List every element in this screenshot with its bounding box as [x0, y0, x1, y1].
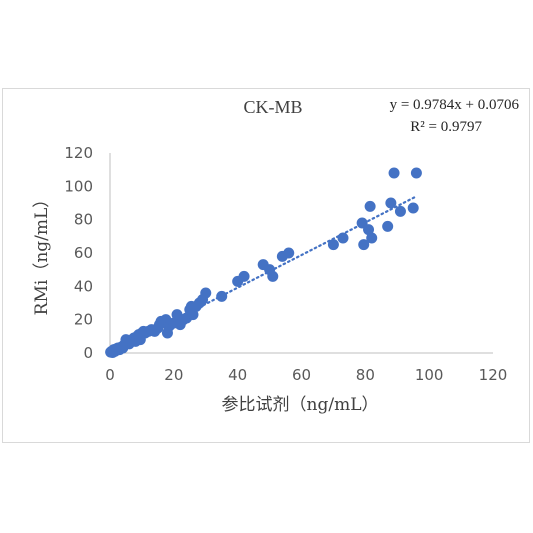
data-point [366, 232, 378, 244]
data-point [238, 270, 250, 282]
trendline-r-squared: R² = 0.9797 [410, 119, 482, 135]
y-axis-label: RMi（ng/mL） [32, 191, 52, 316]
data-point [394, 205, 406, 217]
x-tick-label: 40 [228, 366, 247, 384]
y-tick-label: 60 [74, 244, 93, 262]
y-tick-label: 80 [74, 211, 93, 229]
x-tick-label: 20 [164, 366, 183, 384]
x-tick-label: 100 [415, 366, 444, 384]
data-point [200, 287, 212, 299]
x-axis-label: 参比试剂（ng/mL） [222, 395, 379, 415]
y-tick-label: 100 [64, 177, 93, 195]
data-point [385, 197, 397, 209]
x-tick-label: 60 [292, 366, 311, 384]
data-point [410, 167, 422, 179]
data-point [187, 309, 199, 321]
y-tick-label: 0 [83, 344, 93, 362]
data-point [363, 224, 375, 236]
y-tick-label: 20 [74, 311, 93, 329]
tick-labels: 0 20 40 60 80 100 120 0 20 40 60 80 100 120 [64, 144, 507, 384]
trendline-equation: y = 0.9784x + 0.0706 [390, 97, 520, 113]
data-point [388, 167, 400, 179]
data-point [382, 220, 394, 232]
data-point [267, 270, 279, 282]
data-point [283, 247, 295, 259]
data-point [327, 239, 339, 251]
x-tick-label: 80 [356, 366, 375, 384]
data-point [407, 202, 419, 214]
chart-title: CK-MB [243, 97, 302, 117]
axes [109, 153, 493, 354]
data-points [105, 167, 422, 358]
data-point [358, 239, 370, 251]
data-point [216, 290, 228, 302]
y-tick-label: 120 [64, 144, 93, 162]
data-point [364, 200, 376, 212]
data-point [337, 232, 349, 244]
y-tick-label: 40 [74, 277, 93, 295]
x-tick-label: 0 [105, 366, 115, 384]
x-tick-label: 120 [479, 366, 508, 384]
